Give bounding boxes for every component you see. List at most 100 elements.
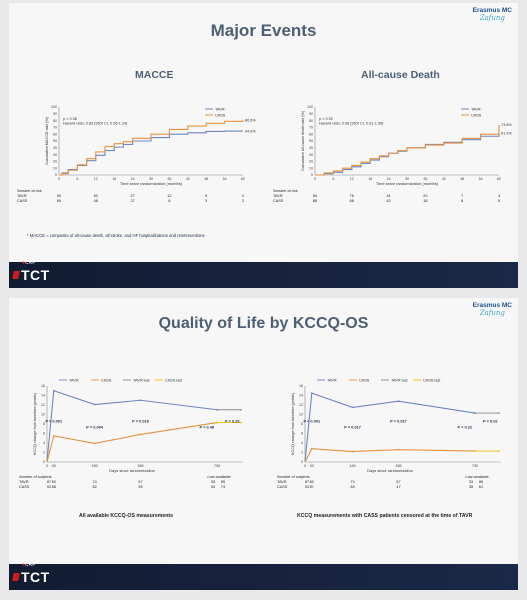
end-value-label: 61.9%	[501, 131, 512, 135]
risk-value: 2	[242, 199, 244, 203]
x-tick-label: 18	[112, 177, 116, 181]
x-tick-label: 0	[304, 464, 306, 468]
end-value-label: 73.8%	[501, 123, 512, 127]
subjects-value: 59	[138, 485, 142, 489]
y-tick-label: 40	[53, 146, 57, 150]
y-axis-label: KCCQ change from baseline (points)	[291, 392, 295, 455]
legend-label: TAVR	[69, 378, 79, 382]
y-tick-label: 40	[309, 146, 313, 150]
footer-bar: ●CRF TCT	[9, 260, 518, 288]
y-tick-label: 30	[309, 153, 313, 157]
series-point	[52, 434, 55, 437]
legend-label: CASS last	[165, 378, 183, 382]
series-point	[351, 406, 354, 409]
y-tick-label: 14	[41, 394, 45, 398]
risk-value: 41	[386, 194, 390, 198]
x-tick-label: 36	[423, 177, 427, 181]
last-available-value: 74	[221, 485, 225, 489]
p-value-label: P = 0.001	[45, 419, 63, 424]
series-point	[139, 433, 142, 436]
x-axis-label: Days since randomization	[367, 468, 413, 473]
risk-value: 8	[168, 199, 170, 203]
y-tick-label: 20	[309, 160, 313, 164]
kccq-censored-chart: 0 2 4 6 8 10 12 14 16 0 30 180 365 730 KCCQ change fro…	[277, 378, 501, 489]
risk-value: 3	[498, 194, 500, 198]
x-axis-label: Time since randomization (months)	[376, 181, 439, 186]
series-cass-line	[315, 124, 500, 176]
caption-right: KCCQ measurements with CASS patients cen…	[297, 513, 473, 519]
risk-table-title: Number at risk	[273, 189, 299, 193]
risk-value: 42	[386, 199, 390, 203]
p-value-label: P = 0.02	[483, 419, 498, 424]
slide-title: Quality of Life by KCCQ-OS	[158, 315, 369, 332]
series-point	[52, 389, 55, 392]
legend-label: TAVR	[471, 107, 481, 111]
y-tick-label: 10	[53, 166, 57, 170]
erasmus-logo: Erasmus MC Zafung	[473, 302, 512, 317]
legend-label: CASS	[359, 378, 370, 382]
x-tick-label: 54	[223, 177, 227, 181]
risk-value: 27	[130, 194, 134, 198]
last-available-value: 33	[469, 480, 473, 484]
x-tick-label: 365	[137, 464, 143, 468]
x-tick-label: 0	[46, 464, 48, 468]
x-tick-label: 30	[149, 177, 153, 181]
legend-label: TAVR last	[133, 378, 150, 382]
risk-row-label: TAVR	[273, 194, 283, 198]
risk-value: 5	[498, 199, 500, 203]
x-tick-label: 730	[214, 464, 220, 468]
slide-major-events: Major Events Erasmus MC Zafung MACCE All…	[9, 3, 518, 288]
subjects-row-label: TAVR	[277, 480, 287, 484]
x-tick-label: 12	[94, 177, 98, 181]
subjects-value: 88	[52, 485, 56, 489]
x-tick-label: 12	[350, 177, 354, 181]
y-axis-label: Cumulative all-cause death rate (%)	[301, 110, 305, 171]
y-tick-label: 8	[301, 422, 303, 426]
last-available-value: 61	[479, 485, 483, 489]
kccq-all-chart: 0 2 4 6 8 10 12 14 16 0 30 180 365 730 KCCQ change fro…	[19, 378, 243, 489]
risk-value: 7	[461, 194, 463, 198]
subjects-value: 47	[396, 485, 400, 489]
y-tick-label: 100	[307, 105, 313, 109]
subjects-row-label: CASS	[277, 485, 288, 489]
risk-table-title: Number at risk	[17, 189, 43, 193]
risk-row-label: CASS	[17, 199, 28, 203]
legend-label: TAVR	[215, 107, 225, 111]
subjects-row-label: TAVR	[19, 480, 29, 484]
risk-value: 60	[94, 194, 98, 198]
slide-quality-of-life: Quality of Life by KCCQ-OS Erasmus MC Za…	[9, 298, 518, 590]
y-tick-label: 16	[299, 384, 303, 388]
macce-footnote: * MACCE = composite of all-cause death, …	[27, 233, 205, 238]
logo-line1: Erasmus MC	[472, 7, 512, 14]
x-tick-label: 180	[91, 464, 97, 468]
subjects-value: 67	[396, 480, 400, 484]
x-tick-label: 48	[460, 177, 464, 181]
legend-label: CASS	[215, 113, 226, 117]
series-point	[474, 412, 476, 414]
risk-value: 60	[57, 199, 61, 203]
y-tick-label: 100	[51, 105, 57, 109]
risk-value: 3	[205, 199, 207, 203]
x-tick-label: 24	[387, 177, 391, 181]
series-line	[304, 392, 476, 463]
risk-value: 46	[94, 199, 98, 203]
legend-label: CASS last	[423, 378, 441, 382]
x-tick-label: 730	[472, 464, 478, 468]
x-tick-label: 30	[310, 464, 314, 468]
last-available-value: 35	[469, 485, 473, 489]
y-tick-label: 6	[301, 432, 303, 436]
last-available-value: 33	[211, 480, 215, 484]
y-tick-label: 60	[53, 132, 57, 136]
caption-left: All available KCCQ-OS measurements	[79, 513, 173, 519]
y-tick-label: 20	[53, 160, 57, 164]
end-value-label: 64.6%	[245, 129, 256, 133]
y-tick-label: 4	[43, 441, 45, 445]
series-line	[46, 422, 218, 463]
y-tick-label: 60	[309, 132, 313, 136]
last-available-value: 54	[211, 485, 215, 489]
subjects-value: 83	[350, 485, 354, 489]
x-tick-label: 0	[314, 177, 316, 181]
logo-line1: Erasmus MC	[472, 302, 512, 309]
risk-value: 5	[205, 194, 207, 198]
series-point	[93, 442, 96, 445]
